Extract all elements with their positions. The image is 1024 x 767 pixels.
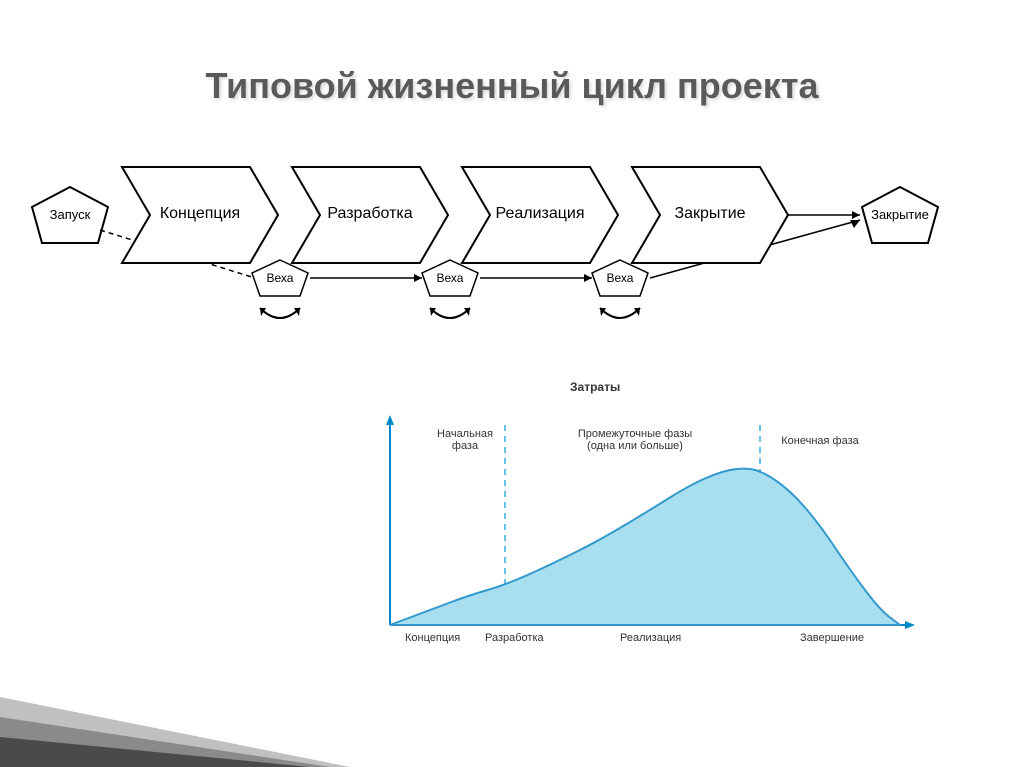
- chevron-development: Разработка: [290, 165, 450, 265]
- milestone-2-label: Веха: [420, 271, 480, 285]
- chevron-realization: Реализация: [460, 165, 620, 265]
- curve-arrow-1: [250, 300, 310, 330]
- xaxis-completion: Завершение: [800, 632, 864, 644]
- milestone-3-label: Веха: [590, 271, 650, 285]
- xaxis-realization: Реализация: [620, 632, 681, 644]
- end-pentagon: Закрытие: [860, 185, 940, 245]
- milestone-3: Веха: [590, 258, 650, 298]
- curve-arrow-2: [420, 300, 480, 330]
- chart-title: Затраты: [570, 380, 620, 394]
- end-pentagon-label: Закрытие: [860, 207, 940, 222]
- curve-arrow-3: [590, 300, 650, 330]
- milestone-1: Веха: [250, 258, 310, 298]
- chevron-realization-label: Реализация: [475, 205, 605, 223]
- slide-title: Типовой жизненный цикл проекта: [0, 0, 1024, 107]
- phase-label-initial: Начальная фаза: [425, 428, 505, 452]
- chevron-development-label: Разработка: [305, 205, 435, 223]
- start-pentagon-label: Запуск: [30, 207, 110, 222]
- phase-label-final: Конечная фаза: [765, 435, 875, 447]
- lifecycle-flowchart: Запуск Концепция Разработка Реализация: [30, 150, 990, 330]
- chevron-closure: Закрытие: [630, 165, 790, 265]
- cost-chart: Затраты Начальная фаза Промежуточные фаз…: [370, 380, 930, 690]
- milestone-2: Веха: [420, 258, 480, 298]
- phase-label-intermediate: Промежуточные фазы (одна или больше): [545, 428, 725, 452]
- milestone-1-label: Веха: [250, 271, 310, 285]
- chevron-closure-label: Закрытие: [645, 205, 775, 223]
- start-pentagon: Запуск: [30, 185, 110, 245]
- corner-decoration: [0, 567, 400, 767]
- chevron-concept: Концепция: [120, 165, 280, 265]
- xaxis-development: Разработка: [485, 632, 544, 644]
- xaxis-concept: Концепция: [405, 632, 460, 644]
- chevron-concept-label: Концепция: [135, 205, 265, 223]
